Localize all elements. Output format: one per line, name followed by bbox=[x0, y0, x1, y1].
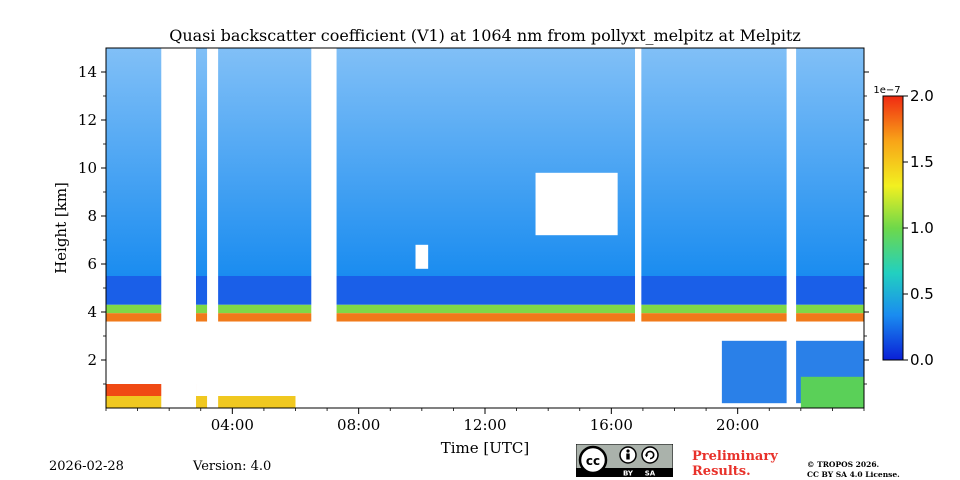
colorbar-tick-label-4: 2.0 bbox=[910, 87, 934, 105]
colorbar bbox=[882, 95, 904, 361]
colorbar-tick-label-1: 0.5 bbox=[910, 285, 934, 303]
x-tick-label-1: 08:00 bbox=[337, 416, 380, 434]
cloud-gap-1 bbox=[415, 244, 429, 269]
y-tick-label-1: 4 bbox=[87, 303, 97, 321]
colorbar-ticks: 0.0 0.5 1.0 1.5 2.0 bbox=[903, 87, 934, 369]
no-data-period-1 bbox=[207, 48, 219, 408]
y-tick-label-4: 10 bbox=[78, 159, 97, 177]
x-tick-label-0: 04:00 bbox=[211, 416, 254, 434]
evening-surface-layer bbox=[800, 376, 864, 408]
preliminary-line-2: Results. bbox=[692, 464, 751, 479]
no-data-period-2 bbox=[311, 48, 337, 408]
y-tick-label-5: 12 bbox=[78, 111, 97, 129]
surface-layer bbox=[106, 396, 296, 408]
y-tick-label-2: 6 bbox=[87, 255, 97, 273]
by-label: BY bbox=[623, 470, 634, 478]
y-tick-label-0: 2 bbox=[87, 351, 97, 369]
y-axis: 2 4 6 8 10 12 14 bbox=[78, 63, 869, 385]
cc-icon-label: cc bbox=[586, 454, 600, 468]
x-axis: 04:00 08:00 12:00 16:00 20:00 bbox=[105, 408, 865, 434]
copyright-notice: © TROPOS 2026. CC BY SA 4.0 License. bbox=[807, 460, 917, 480]
y-tick-label-6: 14 bbox=[78, 63, 97, 81]
x-tick-label-4: 20:00 bbox=[716, 416, 759, 434]
x-axis-label: Time [UTC] bbox=[441, 439, 530, 457]
y-tick-label-3: 8 bbox=[87, 207, 97, 225]
colorbar-tick-label-2: 1.0 bbox=[910, 219, 934, 237]
no-data-period-3 bbox=[635, 48, 642, 408]
no-data-period-4 bbox=[786, 48, 797, 408]
signal-noise-region bbox=[106, 48, 864, 276]
copyright-line-1: © TROPOS 2026. bbox=[807, 460, 880, 469]
cc-icon bbox=[578, 445, 608, 475]
cloud-gap-0 bbox=[535, 172, 618, 236]
sa-icon bbox=[641, 446, 659, 464]
cc-license-badge: cc BY SA bbox=[576, 444, 673, 477]
footer-date: 2026-02-28 bbox=[49, 459, 124, 474]
aerosol-layer-strong bbox=[106, 313, 864, 322]
aerosol-layer-top bbox=[106, 304, 864, 314]
copyright-line-2: CC BY SA 4.0 License. bbox=[807, 470, 900, 479]
heatmap-area bbox=[106, 48, 864, 408]
free-troposphere-region bbox=[106, 276, 864, 305]
colorbar-scale-label: 1e−7 bbox=[873, 85, 900, 96]
x-tick-label-2: 12:00 bbox=[463, 416, 506, 434]
colorbar-tick-label-3: 1.5 bbox=[910, 153, 934, 171]
preliminary-notice: Preliminary Results. bbox=[692, 449, 802, 479]
y-axis-label: Height [km] bbox=[52, 182, 70, 274]
preliminary-line-1: Preliminary bbox=[692, 449, 778, 464]
footer-version: Version: 4.0 bbox=[193, 459, 272, 474]
sa-label: SA bbox=[645, 470, 656, 478]
no-data-period-0 bbox=[161, 48, 197, 408]
chart-title: Quasi backscatter coefficient (V1) at 10… bbox=[169, 26, 801, 45]
colorbar-tick-label-0: 0.0 bbox=[910, 351, 934, 369]
x-tick-label-3: 16:00 bbox=[590, 416, 633, 434]
